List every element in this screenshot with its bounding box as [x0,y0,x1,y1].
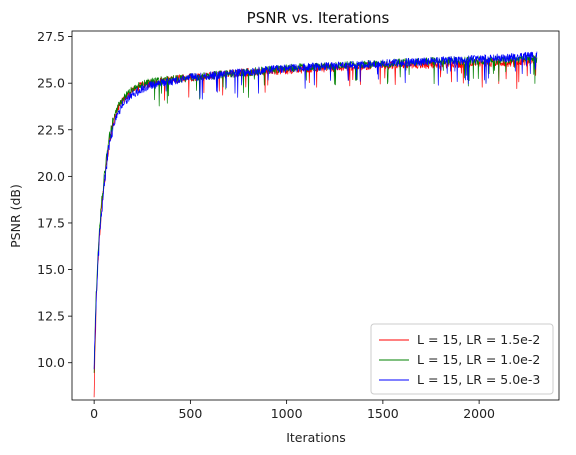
x-tick-label: 1500 [367,406,399,421]
x-tick-label: 2000 [463,406,495,421]
y-axis-label: PSNR (dB) [8,184,23,248]
legend-label-series-3: L = 15, LR = 5.0e-3 [417,372,540,387]
series-layer [93,51,538,398]
x-axis-label: Iterations [286,430,346,445]
y-tick-label: 17.5 [37,215,65,230]
y-tick-label: 20.0 [37,169,65,184]
ticks-layer: 0 500 1000 1500 2000 10.0 12.5 15.0 17.5 20.0 22.5… [37,29,495,421]
y-tick-label: 22.5 [37,122,65,137]
legend-label-series-2: L = 15, LR = 1.0e-2 [417,352,540,367]
legend: L = 15, LR = 1.5e-2 L = 15, LR = 1.0e-2 … [370,323,554,395]
y-tick-label: 25.0 [37,76,65,91]
legend-label-series-1: L = 15, LR = 1.5e-2 [417,332,540,347]
legend-box [370,323,554,395]
x-tick-label: 1000 [271,406,303,421]
x-tick-label: 500 [178,406,202,421]
y-tick-label: 12.5 [37,309,65,324]
plot-frame [71,30,560,401]
chart-title: PSNR vs. Iterations [247,9,390,27]
x-tick-label: 0 [90,406,98,421]
series-line-3 [93,51,538,370]
y-tick-label: 10.0 [37,355,65,370]
y-tick-label: 27.5 [37,29,65,44]
y-tick-label: 15.0 [37,262,65,277]
